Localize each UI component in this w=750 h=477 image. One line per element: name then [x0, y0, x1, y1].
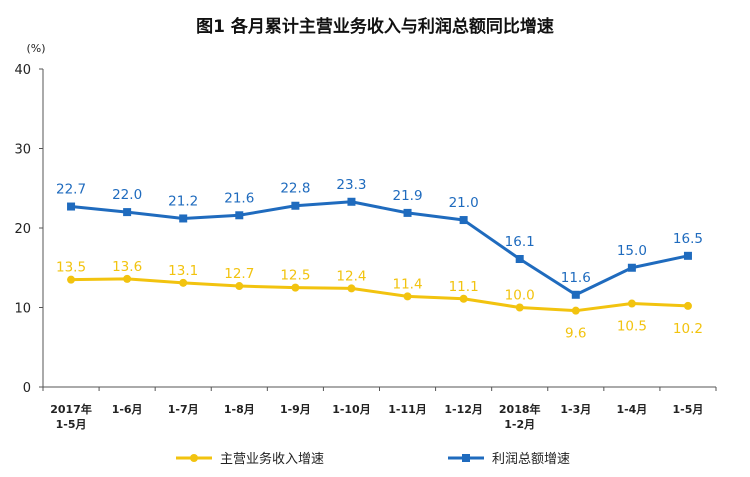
data-label: 11.1	[449, 279, 479, 295]
data-label: 13.1	[168, 263, 198, 279]
data-point	[291, 283, 300, 292]
data-label: 12.5	[280, 268, 310, 284]
legend: 主营业务收入增速 利润总额增速	[176, 451, 570, 467]
x-tick-label-line: 1-5月	[673, 403, 704, 416]
legend-marker	[190, 454, 198, 462]
data-point	[179, 214, 188, 223]
x-tick-label-line: 1-12月	[444, 403, 483, 416]
y-axis-unit: (%)	[26, 42, 45, 55]
x-tick-label-line: 1-2月	[504, 418, 535, 431]
x-tick-label: 1-9月	[280, 403, 311, 416]
data-label: 15.0	[617, 243, 647, 259]
data-label: 21.6	[224, 190, 254, 206]
data-point	[235, 282, 244, 291]
legend-marker	[462, 454, 470, 462]
axes: 0 10 20 30 40 2017年 1-5月 1-6月 1-7月 1-8月 1-9月 1-10月 1…	[14, 63, 717, 431]
data-point	[683, 251, 692, 260]
legend-label: 利润总额增速	[492, 452, 570, 467]
x-tick-label-line: 1-11月	[388, 403, 427, 416]
x-tick-label: 1-5月	[673, 403, 704, 416]
series-line-0	[71, 277, 689, 313]
data-point	[515, 303, 524, 312]
data-label: 13.6	[112, 259, 142, 275]
data-point	[235, 211, 244, 220]
data-point	[627, 299, 636, 308]
x-tick-label-line: 1-6月	[112, 403, 143, 416]
data-point	[291, 201, 300, 210]
data-point	[403, 208, 412, 217]
y-tick-label: 20	[14, 222, 31, 237]
data-point	[347, 284, 356, 293]
y-tick-label: 40	[14, 63, 31, 78]
data-point	[179, 278, 188, 287]
data-point	[123, 208, 132, 217]
x-tick-label-line: 1-8月	[224, 403, 255, 416]
data-point	[571, 290, 580, 299]
data-point	[627, 263, 636, 272]
data-label: 23.3	[336, 177, 366, 193]
x-tick-label-line: 1-5月	[56, 418, 87, 431]
y-tick-label: 0	[23, 381, 31, 396]
data-point	[459, 294, 468, 303]
data-point	[123, 274, 132, 283]
data-point	[515, 255, 524, 264]
x-tick-label: 1-12月	[444, 403, 483, 416]
x-tick-label: 1-6月	[112, 403, 143, 416]
x-tick-label: 2017年 1-5月	[50, 402, 92, 431]
data-label: 11.6	[561, 270, 591, 286]
x-tick-label: 1-10月	[332, 403, 371, 416]
data-label: 16.5	[673, 231, 703, 247]
data-point	[67, 275, 76, 284]
data-label: 12.4	[336, 268, 366, 284]
x-tick-label: 1-8月	[224, 403, 255, 416]
data-point	[459, 216, 468, 225]
data-label: 10.2	[673, 321, 703, 337]
data-label: 21.0	[449, 195, 479, 211]
x-tick-label: 1-4月	[616, 403, 647, 416]
data-label: 22.7	[56, 182, 86, 198]
x-tick-label-line: 2017年	[50, 402, 92, 416]
data-label: 21.9	[393, 188, 423, 204]
data-label: 9.6	[565, 326, 586, 342]
data-label: 10.0	[505, 288, 535, 304]
x-tick-label-line: 2018年	[499, 402, 541, 416]
data-label: 12.7	[224, 266, 254, 282]
x-tick-label: 1-7月	[168, 403, 199, 416]
data-label: 21.2	[168, 193, 198, 209]
data-point	[571, 306, 580, 315]
y-tick-label: 30	[14, 143, 31, 158]
x-tick-label: 1-3月	[560, 403, 591, 416]
series-line-1	[70, 200, 689, 297]
x-tick-label-line: 1-4月	[616, 403, 647, 416]
data-point	[683, 301, 692, 310]
x-tick-label-line: 1-7月	[168, 403, 199, 416]
data-point	[67, 202, 76, 211]
y-tick-label: 10	[14, 302, 31, 317]
data-label: 16.1	[505, 234, 535, 250]
x-tick-label: 2018年 1-2月	[499, 402, 541, 431]
x-tick-label: 1-11月	[388, 403, 427, 416]
data-label: 11.4	[393, 276, 423, 292]
legend-label: 主营业务收入增速	[220, 451, 324, 467]
data-label: 13.5	[56, 260, 86, 276]
series-layer: 13.5 13.6 13.1 12.7 12.5 12.4 11.4 11.1 10.0 9.6 1…	[56, 177, 703, 342]
data-label: 22.8	[280, 181, 310, 197]
data-label: 22.0	[112, 187, 142, 203]
data-point	[403, 292, 412, 301]
data-label: 10.5	[617, 319, 647, 335]
chart-title: 图1 各月累计主营业务收入与利润总额同比增速	[196, 16, 554, 37]
x-tick-label-line: 1-9月	[280, 403, 311, 416]
x-tick-label-line: 1-10月	[332, 403, 371, 416]
x-tick-label-line: 1-3月	[560, 403, 591, 416]
data-point	[347, 197, 356, 206]
